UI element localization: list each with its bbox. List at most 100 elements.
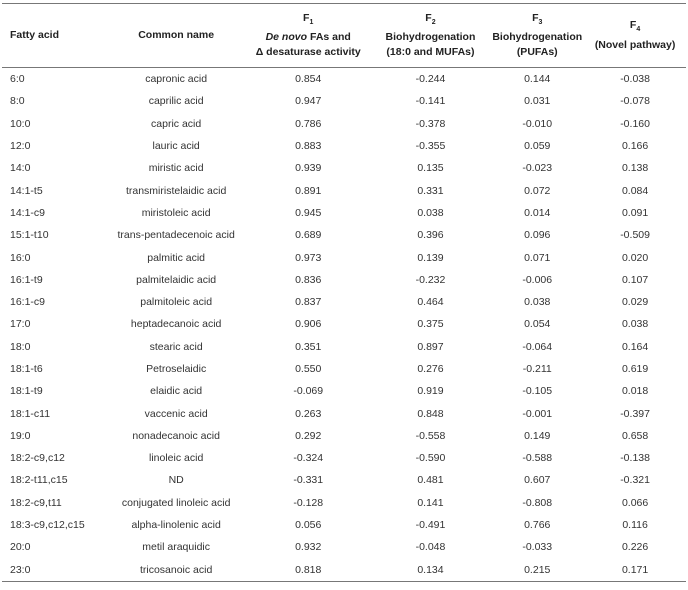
header-text: Biohydrogenation [492, 31, 583, 44]
loading-value: -0.509 [620, 229, 650, 242]
loading-value: -0.023 [522, 162, 553, 175]
common-name: conjugated linoleic acid [121, 496, 231, 509]
header-line: (Novel pathway) [586, 38, 684, 53]
loading-value: 0.226 [621, 541, 649, 554]
table-row: 8:0 caprilic acid 0.947 -0.141 0.031 -0.078 [2, 90, 686, 112]
loading-value: -0.006 [522, 273, 553, 286]
fatty-acid: 18:3-c9,c12,c15 [10, 519, 85, 532]
table-row: 18:2-t11,c15 ND -0.331 0.481 0.607 -0.321 [2, 469, 686, 491]
common-name: vaccenic acid [144, 407, 208, 420]
loading-value: 0.619 [621, 363, 649, 375]
table-header: Fatty acid Common name F 1 De novo FAs and Δ d… [2, 3, 686, 68]
fatty-acid: 14:1-t5 [10, 184, 43, 197]
loading-value: -0.141 [415, 95, 446, 108]
loading-value: 0.292 [295, 429, 322, 442]
common-name: palmitic acid [147, 251, 206, 264]
loading-value: 0.038 [524, 296, 551, 309]
header-text: Fatty acid [10, 29, 60, 41]
factor-index: 2 [431, 19, 436, 27]
loading-value: -0.808 [522, 496, 553, 509]
header-line: (18:0 and MUFAs) [373, 45, 489, 60]
fatty-acid: 10:0 [10, 117, 31, 130]
fatty-acid: 18:2-c9,c12 [10, 452, 65, 465]
loading-value: 0.038 [621, 318, 649, 331]
header-line: De novo FAs and [248, 30, 369, 45]
common-name: Petroselaidic [146, 363, 207, 375]
table-row: 14:0 miristic acid 0.939 0.135 -0.023 0.138 [2, 157, 686, 179]
table-row: 17:0 heptadecanoic acid 0.906 0.375 0.054 0.0… [2, 313, 686, 335]
table-row: 18:1-t9 elaidic acid -0.069 0.919 -0.105 0.01… [2, 380, 686, 402]
fatty-acid: 16:0 [10, 251, 31, 264]
table-body: 6:0 capronic acid 0.854 -0.244 0.144 -0.038 8:… [2, 68, 686, 582]
loading-value: 0.107 [621, 273, 649, 286]
loading-value: 0.836 [295, 273, 322, 286]
loading-value: 0.139 [417, 251, 444, 264]
loading-value: -0.590 [415, 452, 446, 465]
table-row: 18:2-c9,t11 conjugated linoleic acid -0.12… [2, 492, 686, 514]
loading-value: 0.164 [621, 340, 649, 353]
common-name: lauric acid [152, 140, 200, 153]
column-header: Common name [106, 3, 246, 68]
fatty-acid: 18:1-c11 [10, 407, 51, 420]
header-text: Δ desaturase activity [255, 46, 361, 59]
factor-index: 4 [636, 26, 641, 34]
loading-value: 0.263 [295, 407, 322, 420]
table-row: 19:0 nonadecanoic acid 0.292 -0.558 0.149 0.6… [2, 425, 686, 447]
loading-value: 0.171 [584, 558, 686, 582]
header-text: FAs and [310, 31, 351, 44]
loading-value: -0.128 [293, 496, 324, 509]
loading-value: -0.211 [522, 363, 552, 375]
fatty-acid: 17:0 [10, 318, 31, 331]
column-header: Fatty acid [2, 3, 107, 68]
header-text: (PUFAs) [516, 46, 558, 59]
fatty-acid: 18:2-c9,t11 [10, 496, 62, 509]
common-name: transmiristelaidic acid [125, 184, 227, 197]
loading-value: -0.064 [522, 340, 553, 353]
loading-value: 0.481 [417, 474, 444, 487]
loading-value: 0.276 [417, 363, 444, 375]
loading-value: -0.331 [293, 474, 324, 487]
fatty-acid: 8:0 [10, 95, 25, 108]
header-text: (18:0 and MUFAs) [386, 46, 475, 59]
loading-value: -0.048 [415, 541, 446, 554]
common-name: stearic acid [149, 340, 203, 353]
loading-value: 0.018 [621, 385, 649, 398]
fatty-acid: 20:0 [10, 541, 31, 554]
factor-index: 1 [309, 19, 314, 27]
header-row: Fatty acid Common name F 1 De novo FAs and Δ d… [2, 3, 686, 68]
table-row: 16:0 palmitic acid 0.973 0.139 0.071 0.020 [2, 246, 686, 268]
loading-value: 0.014 [524, 206, 551, 219]
loading-value: 0.786 [295, 117, 322, 130]
loading-value: 0.766 [524, 519, 551, 532]
table-row: 18:1-t6 Petroselaidic 0.550 0.276 -0.211 0.61… [2, 358, 686, 380]
loading-value: -0.232 [415, 273, 446, 286]
loading-value: -0.038 [620, 73, 650, 86]
table-row: 12:0 lauric acid 0.883 -0.355 0.059 0.166 [2, 135, 686, 157]
fatty-acid: 6:0 [10, 73, 25, 86]
common-name: elaidic acid [150, 385, 203, 398]
loading-value: -0.558 [415, 429, 446, 442]
loading-value: 0.091 [621, 206, 649, 219]
common-name: capronic acid [145, 73, 208, 86]
loading-value: 0.891 [295, 184, 322, 197]
loading-value: 0.919 [417, 385, 444, 398]
header-line: Biohydrogenation [492, 30, 582, 45]
table-row: 15:1-t10 trans-pentadecenoic acid 0.689 0.3… [2, 224, 686, 246]
loading-value: 0.854 [295, 73, 322, 86]
common-name: nonadecanoic acid [132, 429, 220, 442]
loading-value: 0.464 [417, 296, 444, 309]
fatty-acid: 14:0 [10, 162, 31, 175]
common-name: caprilic acid [148, 95, 204, 108]
factor-index: 3 [538, 19, 543, 27]
common-name: heptadecanoic acid [130, 318, 222, 331]
loading-value: 0.932 [295, 541, 322, 554]
loading-value: 0.066 [621, 496, 649, 509]
table-row: 14:1-t5 transmiristelaidic acid 0.891 0.331… [2, 179, 686, 201]
loading-value: 0.375 [417, 318, 444, 331]
factor-symbol: F [629, 19, 637, 32]
header-line: Δ desaturase activity [248, 45, 369, 60]
loading-value: -0.321 [620, 474, 650, 487]
common-name: miristic acid [148, 162, 204, 175]
column-header: F3 Biohydrogenation (PUFAs) [490, 3, 585, 68]
